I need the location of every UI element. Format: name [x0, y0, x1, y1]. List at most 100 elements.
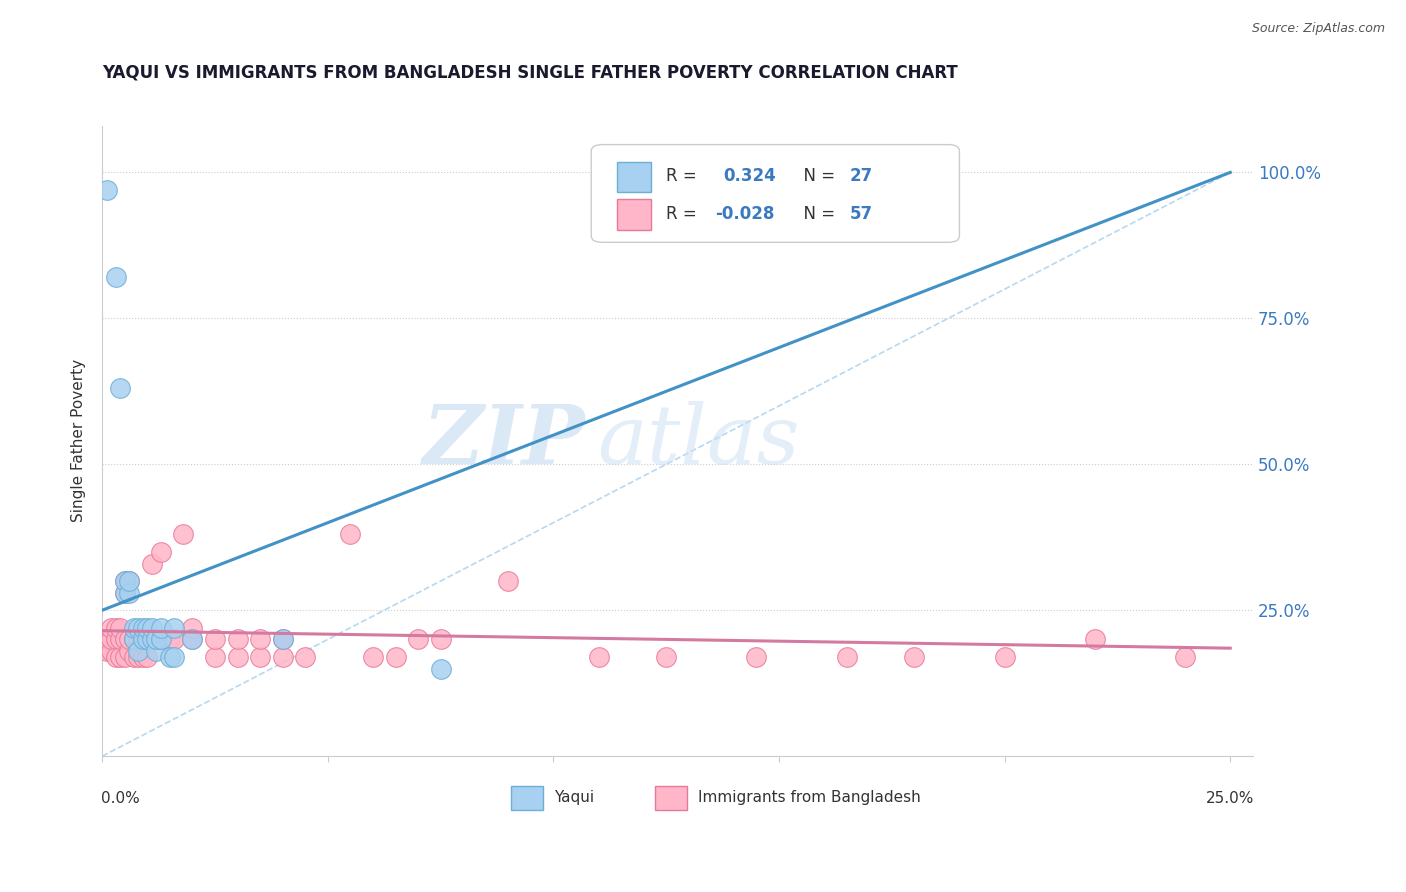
Point: [132, 649, 155, 664]
Point: [132, 621, 155, 635]
Point: [136, 621, 159, 635]
Text: 57: 57: [851, 205, 873, 223]
Point: [181, 632, 204, 647]
Point: [122, 621, 145, 635]
Point: [118, 574, 141, 588]
Point: [114, 585, 136, 599]
Point: [104, 649, 127, 664]
Point: [114, 585, 136, 599]
Point: [384, 649, 406, 664]
Point: [118, 574, 141, 588]
Point: [835, 649, 858, 664]
Point: [127, 644, 149, 658]
Point: [226, 649, 249, 664]
Point: [163, 632, 186, 647]
Point: [96, 632, 118, 647]
Point: [339, 527, 361, 541]
FancyBboxPatch shape: [617, 161, 651, 192]
Point: [132, 632, 155, 647]
Point: [163, 621, 186, 635]
Point: [96, 183, 118, 197]
Point: [271, 632, 294, 647]
Point: [294, 649, 316, 664]
Point: [118, 632, 141, 647]
Point: [136, 632, 159, 647]
Point: [903, 649, 925, 664]
Point: [141, 632, 163, 647]
Point: [271, 649, 294, 664]
Text: Yaqui: Yaqui: [554, 789, 595, 805]
Point: [100, 644, 122, 658]
Point: [110, 632, 132, 647]
Point: [994, 649, 1017, 664]
Point: [1174, 649, 1197, 664]
Text: R =: R =: [666, 167, 707, 186]
Point: [122, 649, 145, 664]
Point: [127, 632, 149, 647]
Text: 27: 27: [851, 167, 873, 186]
Point: [429, 662, 451, 676]
Text: Immigrants from Bangladesh: Immigrants from Bangladesh: [699, 789, 921, 805]
Point: [745, 649, 768, 664]
Point: [588, 649, 610, 664]
Point: [249, 649, 271, 664]
Point: [429, 632, 451, 647]
Point: [361, 649, 384, 664]
Point: [114, 574, 136, 588]
Text: Source: ZipAtlas.com: Source: ZipAtlas.com: [1251, 22, 1385, 36]
Y-axis label: Single Father Poverty: Single Father Poverty: [72, 359, 86, 523]
Point: [149, 621, 172, 635]
Point: [149, 545, 172, 559]
Point: [141, 632, 163, 647]
Point: [104, 632, 127, 647]
Point: [136, 632, 159, 647]
Text: R =: R =: [666, 205, 702, 223]
Point: [204, 649, 226, 664]
Point: [96, 644, 118, 658]
Text: atlas: atlas: [598, 401, 800, 481]
Text: N =: N =: [793, 205, 839, 223]
Point: [204, 632, 226, 647]
Point: [249, 632, 271, 647]
Point: [406, 632, 429, 647]
Point: [226, 632, 249, 647]
Text: N =: N =: [793, 167, 839, 186]
Text: ZIP: ZIP: [423, 401, 585, 481]
Point: [149, 632, 172, 647]
Text: 0.324: 0.324: [724, 167, 776, 186]
Point: [136, 649, 159, 664]
Point: [110, 649, 132, 664]
Point: [132, 632, 155, 647]
Text: -0.028: -0.028: [716, 205, 775, 223]
Point: [1084, 632, 1107, 647]
Point: [104, 621, 127, 635]
Point: [122, 632, 145, 647]
FancyBboxPatch shape: [510, 786, 543, 810]
Point: [122, 632, 145, 647]
Point: [114, 574, 136, 588]
Point: [141, 621, 163, 635]
Point: [127, 649, 149, 664]
Point: [114, 632, 136, 647]
Point: [110, 621, 132, 635]
Point: [163, 649, 186, 664]
Point: [181, 632, 204, 647]
Point: [110, 381, 132, 395]
FancyBboxPatch shape: [617, 200, 651, 230]
Point: [271, 632, 294, 647]
Point: [159, 632, 181, 647]
Point: [118, 585, 141, 599]
FancyBboxPatch shape: [655, 786, 686, 810]
Text: YAQUI VS IMMIGRANTS FROM BANGLADESH SINGLE FATHER POVERTY CORRELATION CHART: YAQUI VS IMMIGRANTS FROM BANGLADESH SING…: [103, 63, 957, 81]
Point: [104, 270, 127, 285]
Point: [655, 649, 678, 664]
Point: [141, 557, 163, 571]
Point: [118, 644, 141, 658]
Point: [127, 621, 149, 635]
Point: [100, 621, 122, 635]
Point: [149, 632, 172, 647]
Point: [145, 644, 167, 658]
Text: 0.0%: 0.0%: [101, 791, 139, 805]
Text: 25.0%: 25.0%: [1205, 791, 1254, 805]
FancyBboxPatch shape: [592, 145, 959, 243]
